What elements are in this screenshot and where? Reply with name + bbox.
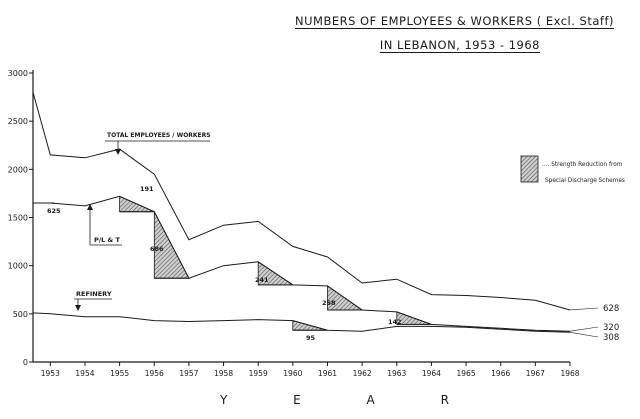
y-tick-label-1500: 1500 xyxy=(8,214,28,223)
chart-title-line-2: IN LEBANON, 1953 - 1968 xyxy=(379,38,540,52)
reduction-label-95: 95 xyxy=(306,334,316,342)
x-tick-label-1958: 1958 xyxy=(214,369,233,378)
x-tick-label-1965: 1965 xyxy=(457,369,476,378)
chart-title-line-1: NUMBERS OF EMPLOYEES & WORKERS ( Excl. S… xyxy=(295,14,614,28)
y-tick-label-1000: 1000 xyxy=(8,262,28,271)
end-label-320-connector xyxy=(569,326,599,332)
x-tick-label-1962: 1962 xyxy=(353,369,372,378)
y-tick-label-2000: 2000 xyxy=(8,165,28,174)
x-tick-label-1964: 1964 xyxy=(422,369,441,378)
reduction-label-686: 686 xyxy=(150,245,164,253)
x-tick-label-1959: 1959 xyxy=(249,369,268,378)
end-label-320: 320 xyxy=(603,323,619,333)
reduction-label-241: 241 xyxy=(255,276,269,284)
reduction-label-142: 142 xyxy=(388,318,402,326)
series-label-refinery: REFINERY xyxy=(76,290,112,298)
x-tick-label-1968: 1968 xyxy=(560,369,579,378)
x-tick-label-1963: 1963 xyxy=(387,369,406,378)
x-tick-label-1956: 1956 xyxy=(145,369,164,378)
legend-swatch xyxy=(520,155,539,183)
series-label-plt: P/L & T xyxy=(94,236,120,244)
series-label-plt-arrowhead xyxy=(87,204,93,210)
x-tick-label-1957: 1957 xyxy=(179,369,198,378)
end-label-308-connector xyxy=(569,332,599,338)
y-tick-label-3000: 3000 xyxy=(8,69,28,78)
end-label-628: 628 xyxy=(603,304,619,314)
x-tick-label-1953: 1953 xyxy=(41,369,60,378)
reduction-label-191: 191 xyxy=(140,185,154,193)
x-tick-label-1967: 1967 xyxy=(526,369,545,378)
legend-text-line-1: .... Strength Reduction from xyxy=(542,162,623,168)
series-line-3 xyxy=(32,312,571,333)
x-axis-label: Y E A R xyxy=(220,393,480,407)
series-label-total: TOTAL EMPLOYEES / WORKERS xyxy=(107,132,211,139)
x-tick-label-1960: 1960 xyxy=(283,369,302,378)
labels-layer: TOTAL EMPLOYEES / WORKERS P/L & T REFINERY… xyxy=(74,132,625,343)
x-tick-label-1954: 1954 xyxy=(75,369,94,378)
series-label-refinery-arrowhead xyxy=(75,305,81,311)
reduction-layer: 625 191 686 241 258 142 95 xyxy=(32,142,432,342)
y-tick-label-500: 500 xyxy=(13,310,28,319)
series-layer xyxy=(32,92,571,333)
reduction-area-625 xyxy=(32,142,55,204)
x-tick-label-1961: 1961 xyxy=(318,369,337,378)
end-label-628-connector xyxy=(569,307,599,311)
series-label-total-arrowhead xyxy=(115,149,121,155)
series-line-1 xyxy=(32,92,571,311)
y-tick-label-2500: 2500 xyxy=(8,117,28,126)
reduction-label-625: 625 xyxy=(47,207,61,215)
series-line-2 xyxy=(33,195,571,332)
y-tick-label-0: 0 xyxy=(23,358,28,367)
end-label-308: 308 xyxy=(603,333,619,343)
x-tick-label-1955: 1955 xyxy=(110,369,129,378)
axes-layer: 0 500 1000 1500 2000 2500 3000 1953 1954 1955 1956… xyxy=(8,69,580,378)
legend-text-line-2: Special Discharge Schemes xyxy=(545,178,625,184)
reduction-label-258: 258 xyxy=(322,299,336,307)
x-tick-label-1966: 1966 xyxy=(491,369,510,378)
